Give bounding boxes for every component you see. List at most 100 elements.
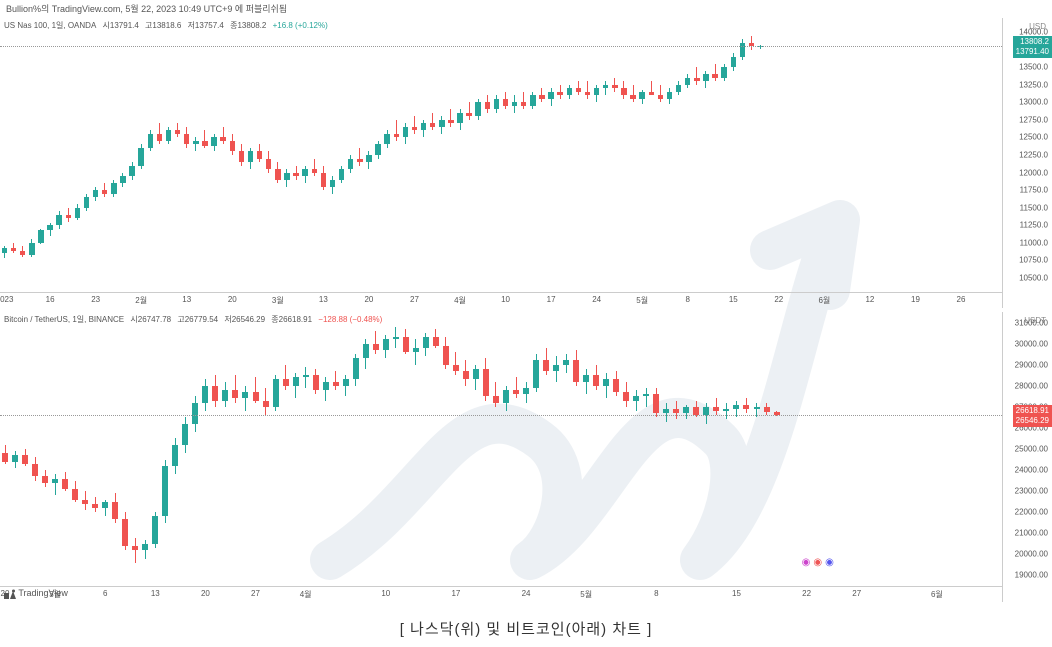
candle-body[interactable] — [676, 85, 681, 92]
candle-body[interactable] — [56, 215, 61, 226]
candle-body[interactable] — [433, 337, 439, 345]
candle-body[interactable] — [42, 476, 48, 482]
candle-body[interactable] — [485, 102, 490, 109]
candle-body[interactable] — [102, 190, 107, 194]
candle-body[interactable] — [743, 405, 749, 409]
candle-body[interactable] — [220, 137, 225, 141]
candle-body[interactable] — [633, 396, 639, 400]
candle-body[interactable] — [293, 377, 299, 385]
candle-body[interactable] — [192, 403, 198, 424]
candle-body[interactable] — [593, 375, 599, 386]
candle-body[interactable] — [530, 95, 535, 106]
candle-body[interactable] — [576, 88, 581, 92]
candle-body[interactable] — [2, 248, 7, 254]
candle-body[interactable] — [548, 92, 553, 99]
candle-body[interactable] — [557, 92, 562, 96]
candle-body[interactable] — [323, 382, 329, 390]
candle-body[interactable] — [162, 466, 168, 517]
candle-body[interactable] — [283, 379, 289, 385]
candle-body[interactable] — [503, 99, 508, 106]
candle-body[interactable] — [673, 409, 679, 413]
candle-body[interactable] — [383, 339, 389, 350]
candle-body[interactable] — [573, 360, 579, 381]
candle-body[interactable] — [222, 390, 228, 401]
candle-body[interactable] — [93, 190, 98, 197]
plot-area-top[interactable] — [0, 18, 1002, 292]
candle-body[interactable] — [172, 445, 178, 466]
candle-body[interactable] — [339, 169, 344, 180]
plot-area-bottom[interactable]: ◉◉◉ — [0, 312, 1002, 586]
candle-body[interactable] — [313, 375, 319, 390]
candle-body[interactable] — [348, 159, 353, 170]
candle-body[interactable] — [463, 371, 469, 379]
candle-body[interactable] — [567, 88, 572, 95]
candle-body[interactable] — [384, 134, 389, 145]
candle-body[interactable] — [129, 166, 134, 177]
candle-body[interactable] — [253, 392, 259, 400]
candle-body[interactable] — [466, 113, 471, 117]
candle-body[interactable] — [263, 401, 269, 407]
candle-body[interactable] — [421, 123, 426, 130]
candle-body[interactable] — [543, 360, 549, 371]
tradingview-brand[interactable]: TradingView — [4, 588, 68, 602]
candle-body[interactable] — [712, 74, 717, 78]
candle-body[interactable] — [202, 141, 207, 146]
candle-body[interactable] — [12, 455, 18, 461]
candle-body[interactable] — [533, 360, 539, 387]
candle-body[interactable] — [266, 159, 271, 170]
candle-body[interactable] — [284, 173, 289, 180]
candle-body[interactable] — [653, 394, 659, 413]
candle-body[interactable] — [630, 95, 635, 99]
candle-body[interactable] — [703, 74, 708, 81]
candle-body[interactable] — [539, 95, 544, 99]
candle-body[interactable] — [273, 379, 279, 406]
candle-body[interactable] — [122, 519, 128, 546]
candle-body[interactable] — [202, 386, 208, 403]
candle-body[interactable] — [694, 78, 699, 82]
candle-body[interactable] — [111, 183, 116, 194]
candle-body[interactable] — [20, 251, 25, 255]
candle-body[interactable] — [439, 120, 444, 127]
chart-panel-bitcoin[interactable]: Bitcoin / TetherUS, 1일, BINANCE 시26747.7… — [0, 312, 1052, 602]
candle-body[interactable] — [403, 127, 408, 138]
candle-body[interactable] — [242, 392, 248, 398]
candle-body[interactable] — [29, 243, 34, 256]
candle-body[interactable] — [211, 137, 216, 145]
candle-body[interactable] — [733, 405, 739, 409]
candle-body[interactable] — [66, 215, 71, 219]
candle-body[interactable] — [152, 516, 158, 543]
candle-body[interactable] — [257, 151, 262, 158]
candle-body[interactable] — [723, 409, 729, 411]
candle-body[interactable] — [394, 134, 399, 138]
candle-body[interactable] — [293, 173, 298, 177]
candle-body[interactable] — [375, 144, 380, 155]
candle-body[interactable] — [52, 479, 58, 483]
candle-body[interactable] — [193, 141, 198, 145]
candle-body[interactable] — [312, 169, 317, 173]
candle-body[interactable] — [321, 173, 326, 187]
candle-body[interactable] — [357, 159, 362, 163]
candle-body[interactable] — [333, 382, 339, 386]
candle-body[interactable] — [754, 407, 760, 409]
candle-body[interactable] — [248, 151, 253, 162]
candle-body[interactable] — [112, 502, 118, 519]
candle-body[interactable] — [621, 88, 626, 95]
chart-panel-nasdaq[interactable]: US Nas 100, 1일, OANDA 시13791.4 고13818.6 … — [0, 18, 1052, 308]
candle-body[interactable] — [663, 409, 669, 413]
candle-body[interactable] — [84, 197, 89, 208]
candle-body[interactable] — [239, 151, 244, 162]
candle-body[interactable] — [494, 99, 499, 110]
candle-body[interactable] — [22, 455, 28, 463]
candle-body[interactable] — [513, 390, 519, 394]
candle-body[interactable] — [623, 392, 629, 400]
candle-body[interactable] — [667, 92, 672, 99]
candle-body[interactable] — [175, 130, 180, 134]
candle-body[interactable] — [457, 113, 462, 124]
candle-body[interactable] — [583, 375, 589, 381]
candle-body[interactable] — [302, 169, 307, 176]
candle-body[interactable] — [523, 388, 529, 394]
candle-body[interactable] — [731, 57, 736, 68]
candle-body[interactable] — [603, 85, 608, 89]
candle-body[interactable] — [11, 248, 16, 252]
candle-body[interactable] — [412, 127, 417, 131]
